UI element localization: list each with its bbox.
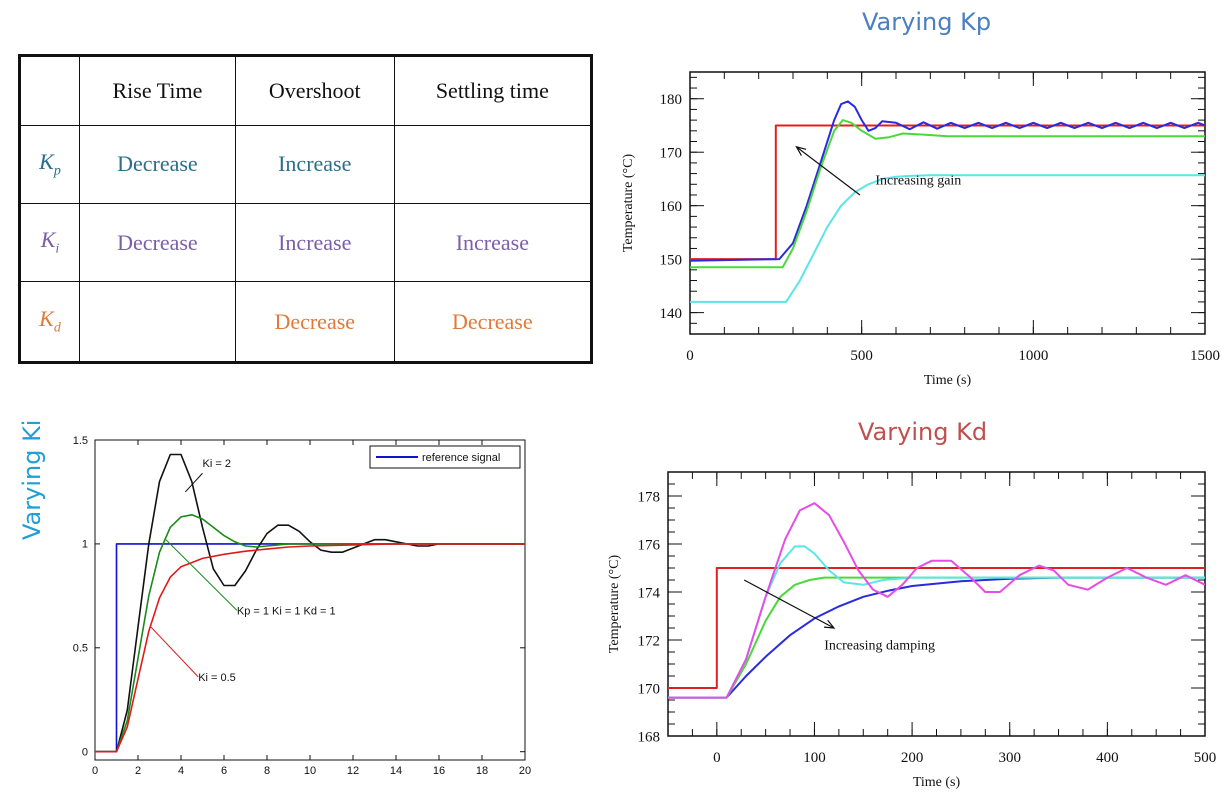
table-cell: Decrease [79, 124, 236, 205]
table-cell [79, 281, 236, 363]
plot-area: 0 100 200 300 400 500 168 170 172 174 176 178 Time (… [607, 471, 1217, 790]
y-tick-label: 178 [638, 489, 661, 505]
annotation-increasing-damping: Increasing damping [824, 639, 935, 654]
series-line-1 [690, 100, 1205, 262]
series-group [95, 453, 525, 753]
annotation-arrow-head [795, 145, 807, 156]
x-tick-label: 4 [178, 765, 184, 777]
y-axis-label: Temperature (°C) [607, 555, 622, 654]
x-tick-label: 14 [390, 765, 402, 777]
y-tick-label: 176 [638, 537, 661, 553]
x-tick-label: 16 [433, 765, 445, 777]
x-tick-label: 200 [901, 750, 924, 766]
x-tick-label: 400 [1096, 750, 1119, 766]
x-tick-label: 500 [850, 348, 873, 364]
legend-box [369, 445, 521, 469]
y-tick-label: 180 [660, 92, 683, 108]
x-tick-label: 500 [1194, 750, 1217, 766]
plot-area: 0 500 1000 1500 140 150 160 170 180 Time (s) Tempe… [621, 71, 1220, 388]
y-tick-label: 1.5 [73, 435, 88, 447]
x-tick-label: 18 [476, 765, 488, 777]
table-cell: Decrease [79, 203, 236, 283]
annotation-base-gains: Kp = 1 Ki = 1 Kd = 1 [237, 606, 336, 618]
x-axis-label: Time (s) [913, 775, 961, 790]
x-tick-label: 0 [713, 750, 721, 766]
row-label: Ki [19, 203, 80, 283]
x-tick-label: 100 [803, 750, 826, 766]
chart-title-kd: Varying Kd [858, 418, 988, 446]
x-tick-label: 1500 [1190, 348, 1220, 364]
annotation-ki-0-5: Ki = 0.5 [198, 672, 236, 684]
x-axis-label: Time (s) [924, 373, 972, 388]
annotation-arrow-head [823, 619, 836, 629]
table-cell: Decrease [234, 281, 395, 363]
y-tick-label: 150 [660, 252, 683, 268]
header-cell: Rise Time [79, 55, 236, 126]
row-label: Kd [19, 281, 80, 363]
header-cell: Settling time [393, 55, 593, 126]
pid-effects-table: Rise Time Overshoot Settling time Kp Dec… [18, 54, 593, 364]
x-tick-label: 12 [347, 765, 359, 777]
x-tick-label: 300 [998, 750, 1021, 766]
series-line-1 [668, 576, 1205, 699]
y-tick-label: 172 [638, 633, 661, 649]
x-tick-label: 1000 [1018, 348, 1048, 364]
series-line-0 [668, 567, 1205, 689]
series-line-4 [668, 502, 1205, 699]
table-cell: Decrease [393, 281, 593, 363]
y-tick-label: 160 [660, 199, 683, 215]
annotation-increasing-gain: Increasing gain [875, 173, 961, 188]
series-group [690, 100, 1205, 303]
y-tick-label: 170 [638, 681, 661, 697]
y-tick-label: 170 [660, 145, 683, 161]
annotation-arrow [796, 146, 861, 196]
table-cell: Increase [393, 203, 593, 283]
x-tick-label: 0 [92, 765, 98, 777]
series-line-2 [668, 576, 1205, 699]
table-cell: Increase [234, 124, 395, 205]
series-group [668, 502, 1205, 699]
y-tick-label: 0 [82, 747, 88, 759]
annotation-ki-2: Ki = 2 [203, 458, 231, 470]
series-line-1 [95, 453, 525, 753]
row-label: Kp [19, 124, 80, 205]
annotation-arrow [743, 579, 835, 629]
plot-area: 0 2 4 6 8 10 12 14 16 18 20 0 0.5 1 1.5 reference signa… [73, 435, 531, 777]
series-line-3 [690, 174, 1205, 303]
x-tick-label: 10 [304, 765, 316, 777]
pid-effects-table-wrap: Rise Time Overshoot Settling time Kp Dec… [18, 54, 593, 364]
y-tick-label: 140 [660, 306, 683, 322]
table-cell: Increase [234, 203, 395, 283]
annotation-leader [150, 626, 199, 678]
x-tick-label: 0 [686, 348, 694, 364]
series-line-2 [690, 119, 1205, 269]
chart-title-kp: Varying Kp [862, 8, 992, 36]
x-tick-label: 20 [519, 765, 531, 777]
x-tick-label: 2 [135, 765, 141, 777]
x-tick-label: 6 [221, 765, 227, 777]
annotation-leader [165, 539, 238, 611]
y-tick-label: 168 [638, 729, 661, 745]
table-row: Kd Decrease Decrease [19, 281, 593, 363]
y-tick-label: 1 [82, 539, 88, 551]
plot-frame [689, 71, 1206, 335]
series-line-3 [95, 543, 525, 753]
series-line-2 [95, 513, 525, 753]
annotation-leader [184, 472, 203, 493]
y-tick-label: 0.5 [73, 643, 88, 655]
x-tick-label: 8 [264, 765, 270, 777]
y-tick-label: 174 [638, 585, 661, 601]
legend: reference signal [369, 445, 521, 469]
table-row: Kp Decrease Increase [19, 124, 593, 205]
table-row: Ki Decrease Increase Increase [19, 203, 593, 283]
y-axis-label: Temperature (°C) [621, 154, 636, 253]
plot-frame [667, 471, 1206, 737]
legend-label: reference signal [422, 452, 500, 464]
